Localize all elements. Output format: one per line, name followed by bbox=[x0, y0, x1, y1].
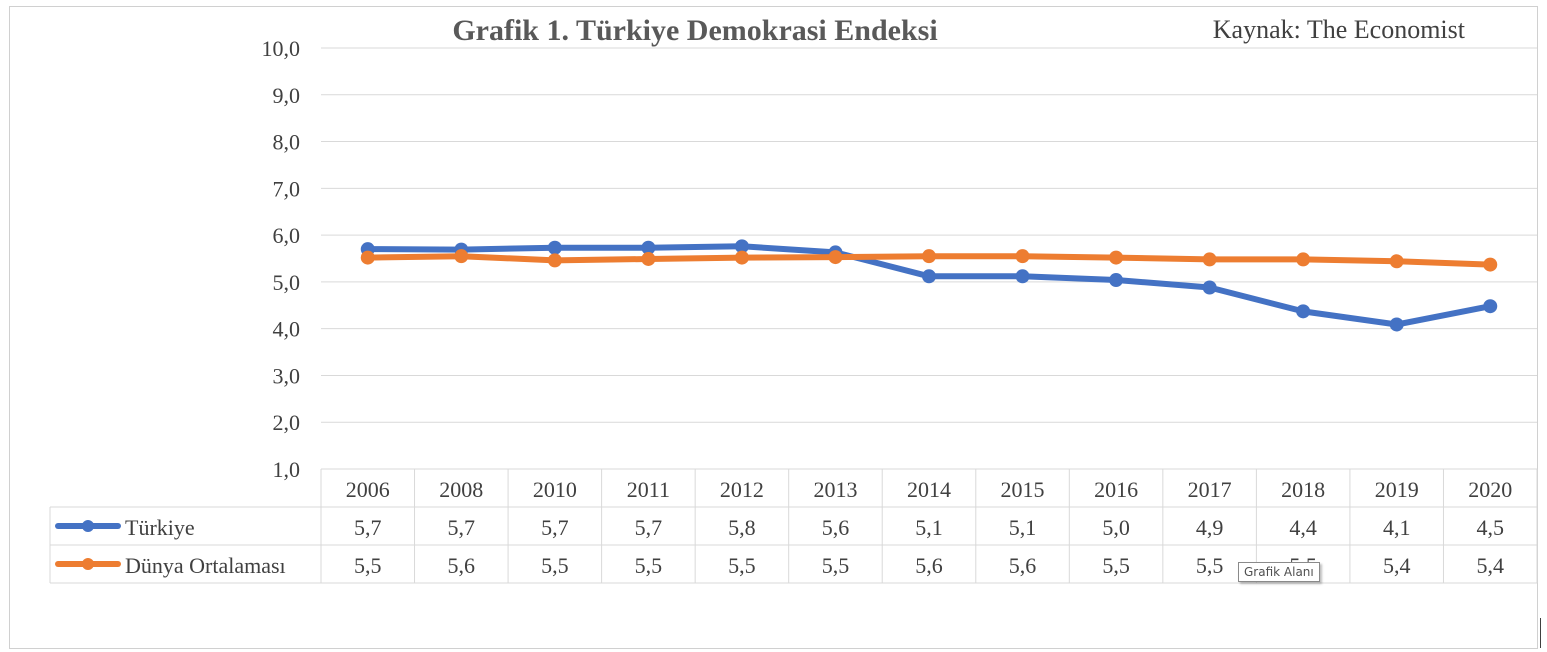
table-cell-value: 5,1 bbox=[915, 515, 943, 540]
y-tick-label: 2,0 bbox=[273, 410, 301, 435]
legend-entry: Türkiye bbox=[125, 515, 195, 540]
table-cell-value: 5,5 bbox=[354, 553, 382, 578]
table-cell-value: 4,4 bbox=[1289, 515, 1317, 540]
x-tick-label: 2011 bbox=[627, 477, 670, 502]
y-tick-label: 10,0 bbox=[262, 36, 301, 61]
table-cell-value: 5,7 bbox=[541, 515, 569, 540]
table-cell-value: 5,7 bbox=[354, 515, 382, 540]
table-cell-value: 5,5 bbox=[1196, 553, 1224, 578]
x-tick-label: 2020 bbox=[1468, 477, 1512, 502]
x-tick-label: 2019 bbox=[1375, 477, 1419, 502]
x-tick-label: 2015 bbox=[1001, 477, 1045, 502]
y-tick-label: 1,0 bbox=[273, 457, 301, 482]
data-point bbox=[828, 250, 843, 265]
table-cell-value: 5,5 bbox=[822, 553, 850, 578]
legend-entry: Dünya Ortalaması bbox=[125, 553, 286, 578]
data-point bbox=[922, 249, 936, 264]
legend-key-marker bbox=[82, 520, 94, 532]
data-point bbox=[1109, 250, 1124, 265]
x-tick-label: 2014 bbox=[907, 477, 951, 502]
table-cell-value: 5,4 bbox=[1383, 553, 1411, 578]
x-tick-label: 2013 bbox=[813, 477, 857, 502]
data-point bbox=[1202, 252, 1217, 267]
table-cell-value: 5,5 bbox=[1102, 553, 1130, 578]
data-point bbox=[1483, 299, 1498, 314]
data-point bbox=[1483, 257, 1498, 272]
chart-area-frame[interactable] bbox=[9, 6, 1538, 649]
x-tick-label: 2006 bbox=[346, 477, 390, 502]
y-tick-label: 5,0 bbox=[273, 270, 301, 295]
y-axis: 1,0 2,0 3,0 4,0 5,0 6,0 7,0 8,0 9,0 10,0 bbox=[262, 36, 301, 482]
table-cell-value: 4,5 bbox=[1476, 515, 1504, 540]
table-cell-value: 5,5 bbox=[541, 553, 569, 578]
data-point bbox=[1109, 273, 1124, 288]
table-cell-value: 5,6 bbox=[822, 515, 850, 540]
table-cell-value: 5,1 bbox=[1009, 515, 1037, 540]
data-point bbox=[1202, 280, 1217, 295]
y-tick-label: 4,0 bbox=[273, 317, 301, 342]
x-tick-label: 2010 bbox=[533, 477, 577, 502]
x-tick-label: 2017 bbox=[1188, 477, 1232, 502]
x-tick-label: 2016 bbox=[1094, 477, 1138, 502]
data-point bbox=[1389, 254, 1404, 269]
legend-key-marker bbox=[82, 558, 94, 570]
table-cell-value: 5,7 bbox=[448, 515, 476, 540]
data-point bbox=[360, 250, 375, 265]
data-table: 2006 2008 2010 2011 2012 2013 2014 2015 2016 2017… bbox=[49, 468, 1538, 584]
data-point bbox=[922, 269, 936, 284]
data-point bbox=[1015, 249, 1030, 264]
data-point bbox=[641, 240, 656, 255]
series-lines bbox=[360, 239, 1498, 332]
data-point bbox=[734, 239, 749, 254]
data-point bbox=[641, 251, 656, 266]
y-tick-label: 6,0 bbox=[273, 223, 301, 248]
data-point bbox=[1015, 269, 1030, 284]
data-point bbox=[454, 249, 469, 264]
y-tick-label: 8,0 bbox=[273, 130, 301, 155]
table-cell-value: 5,6 bbox=[448, 553, 476, 578]
source-note: Kaynak: The Economist bbox=[1213, 15, 1466, 44]
table-cell-value: 5,6 bbox=[915, 553, 943, 578]
table-cell-value: 5,8 bbox=[728, 515, 756, 540]
table-cell-value: 5,0 bbox=[1102, 515, 1130, 540]
chart-area-tooltip: Grafik Alanı bbox=[1238, 562, 1320, 582]
x-tick-label: 2018 bbox=[1281, 477, 1325, 502]
table-cell-value: 4,9 bbox=[1196, 515, 1224, 540]
x-tick-label: 2008 bbox=[439, 477, 483, 502]
table-cell-value: 5,5 bbox=[635, 553, 663, 578]
table-cell-value: 5,4 bbox=[1476, 553, 1504, 578]
table-cell-value: 5,6 bbox=[1009, 553, 1037, 578]
table-cell-value: 5,5 bbox=[728, 553, 756, 578]
y-tick-label: 9,0 bbox=[273, 83, 301, 108]
data-point bbox=[1296, 304, 1311, 319]
data-point bbox=[734, 250, 749, 265]
y-tick-label: 7,0 bbox=[273, 176, 301, 201]
data-point bbox=[547, 253, 562, 268]
data-point bbox=[1296, 252, 1311, 267]
x-tick-label: 2012 bbox=[720, 477, 764, 502]
table-cell-value: 4,1 bbox=[1383, 515, 1411, 540]
data-point bbox=[547, 240, 562, 255]
window-edge-marker bbox=[1540, 618, 1541, 648]
data-point bbox=[1389, 317, 1404, 332]
chart-title: Grafik 1. Türkiye Demokrasi Endeksi bbox=[452, 14, 937, 47]
y-tick-label: 3,0 bbox=[273, 363, 301, 388]
table-cell-value: 5,7 bbox=[635, 515, 663, 540]
